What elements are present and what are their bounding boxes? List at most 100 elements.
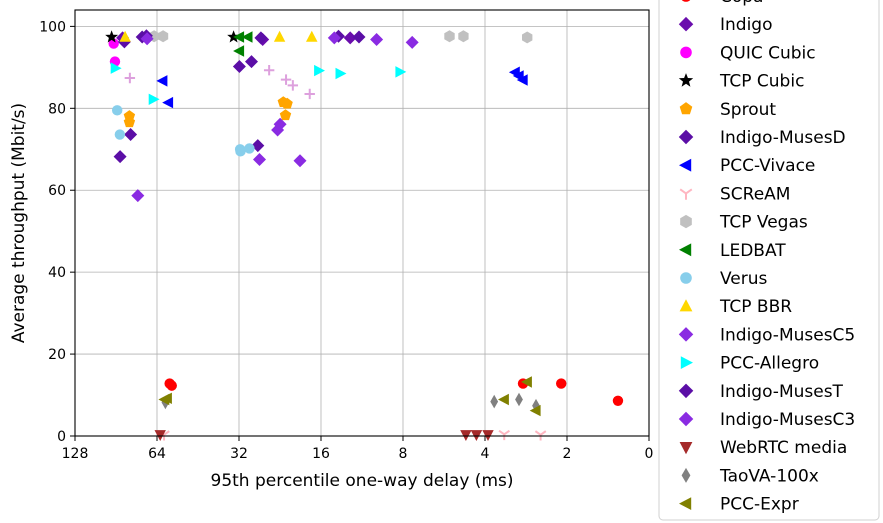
point-tcp-cubic [227,30,240,43]
legend-marker-indigo-musesc3 [678,411,694,427]
legend-marker-taova-100x [681,467,691,483]
legend-marker-indigo-musesd [678,129,694,145]
point-reno-like [280,74,292,85]
legend-label-ledbat: LEDBAT [720,241,786,261]
point-verus [114,129,126,140]
grid-lines [74,10,650,437]
x-tick-label: 64 [148,446,166,462]
axes-frame [74,9,650,437]
legend-marker-pcc-vivace [679,158,692,172]
point-sprout [123,110,136,121]
point-indigo-musesc5 [293,154,307,168]
point-ledbat [233,45,245,57]
legend-marker-ledbat [679,243,692,257]
point-taova-100x [515,392,523,407]
y-axis-ticks: 0 20 40 60 80 100 [39,19,75,445]
legend-label-webrtc-media: WebRTC media [720,438,847,458]
point-pcc-vivace [162,96,174,109]
x-tick-label: 4 [481,446,490,462]
y-tick-label: 40 [48,265,66,281]
y-tick-label: 80 [48,101,66,117]
legend-marker-indigo-musest [678,383,694,399]
legend-label-pcc-expr: PCC-Expr [720,495,799,515]
legend-label-indigo: Indigo [720,15,773,35]
y-tick-label: 100 [39,19,66,35]
x-axis-label: 95th percentile one-way delay (ms) [211,471,514,491]
legend-label-tcp-vegas: TCP Vegas [719,213,808,233]
point-ledbat [233,31,245,43]
point-indigo-musesc5 [253,153,266,166]
legend-label-indigo-musesd: Indigo-MusesD [720,128,846,148]
data-points [105,29,624,441]
point-indigo [343,31,357,45]
legend-marker-quic-cubic [680,46,692,59]
point-indigo-musesc3 [370,33,384,46]
legend-label-indigo-musesc3: Indigo-MusesC3 [720,410,855,430]
point-pcc-expr [529,404,541,417]
point-indigo-musesd [254,31,268,45]
legend-marker-verus [680,272,692,284]
point-tcp-vegas [444,30,455,43]
point-reno-like [304,88,315,100]
y-tick-label: 0 [57,429,66,445]
legend-label-scream: SCReAM [720,184,790,204]
point-indigo-musesc5 [131,189,145,203]
point-indigo-musesc3 [140,32,154,46]
y-tick-label: 20 [48,347,66,363]
point-indigo-musesd [232,60,246,73]
point-tcp-vegas [157,30,169,43]
x-tick-label: 0 [645,446,654,462]
point-sprout [281,97,293,109]
point-indigo-musesc3 [405,35,419,49]
point-tcp-bbr [273,30,286,42]
point-reno-like [287,80,299,91]
legend-label-sprout: Sprout [720,100,776,120]
x-tick-label: 2 [563,446,572,462]
point-copa [166,380,177,391]
point-pcc-allegro [335,67,347,80]
point-scream [498,429,510,441]
point-tcp-cubic [105,30,119,43]
x-tick-label: 128 [62,446,89,462]
point-verus [244,143,255,154]
legend-label-indigo-musesc5: Indigo-MusesC5 [720,325,855,345]
point-pcc-allegro [148,93,160,105]
legend-marker-tcp-cubic [678,73,694,87]
x-axis-ticks: 128 64 32 16 8 4 2 0 [62,436,654,462]
point-sprout [123,116,136,128]
legend-label-quic-cubic: QUIC Cubic [720,43,816,63]
legend-marker-scream [679,188,693,200]
point-copa [556,378,567,389]
legend-label-tcp-cubic: TCP Cubic [719,72,804,92]
y-axis-label: Average throughput (Mbit/s) [9,103,29,343]
point-sprout [279,109,292,121]
point-tcp-vegas [458,30,469,43]
point-taova-100x [490,394,499,409]
point-copa [612,395,624,406]
point-tcp-vegas [522,31,533,44]
point-indigo-musesc5 [273,117,287,131]
point-indigo-musesd [113,150,127,164]
point-reno-like [124,72,136,84]
point-pcc-vivace [516,74,528,86]
point-pcc-vivace [156,75,168,87]
point-pcc-expr [521,376,532,388]
y-tick-label: 60 [48,183,66,199]
legend-label-pcc-allegro: PCC-Allegro [720,354,819,374]
legend-label-verus: Verus [720,269,768,289]
point-indigo-musesc3 [327,31,341,45]
legend-label-indigo-musest: Indigo-MusesT [720,382,844,402]
legend-box [658,0,880,521]
x-tick-label: 32 [230,446,248,462]
legend: Copa Indigo QUIC Cubic TCP Cubic Sprout Indig… [658,0,880,521]
point-pcc-allegro [395,66,407,78]
point-tcp-bbr [119,30,131,42]
point-indigo-musest [352,30,366,44]
legend-label-taova-100x: TaoVA-100x [719,466,819,486]
point-pcc-allegro [110,62,122,74]
point-verus [235,146,246,157]
point-ledbat [241,31,253,43]
legend-label-copa: Copa [720,0,763,7]
legend-marker-sprout [679,102,693,115]
